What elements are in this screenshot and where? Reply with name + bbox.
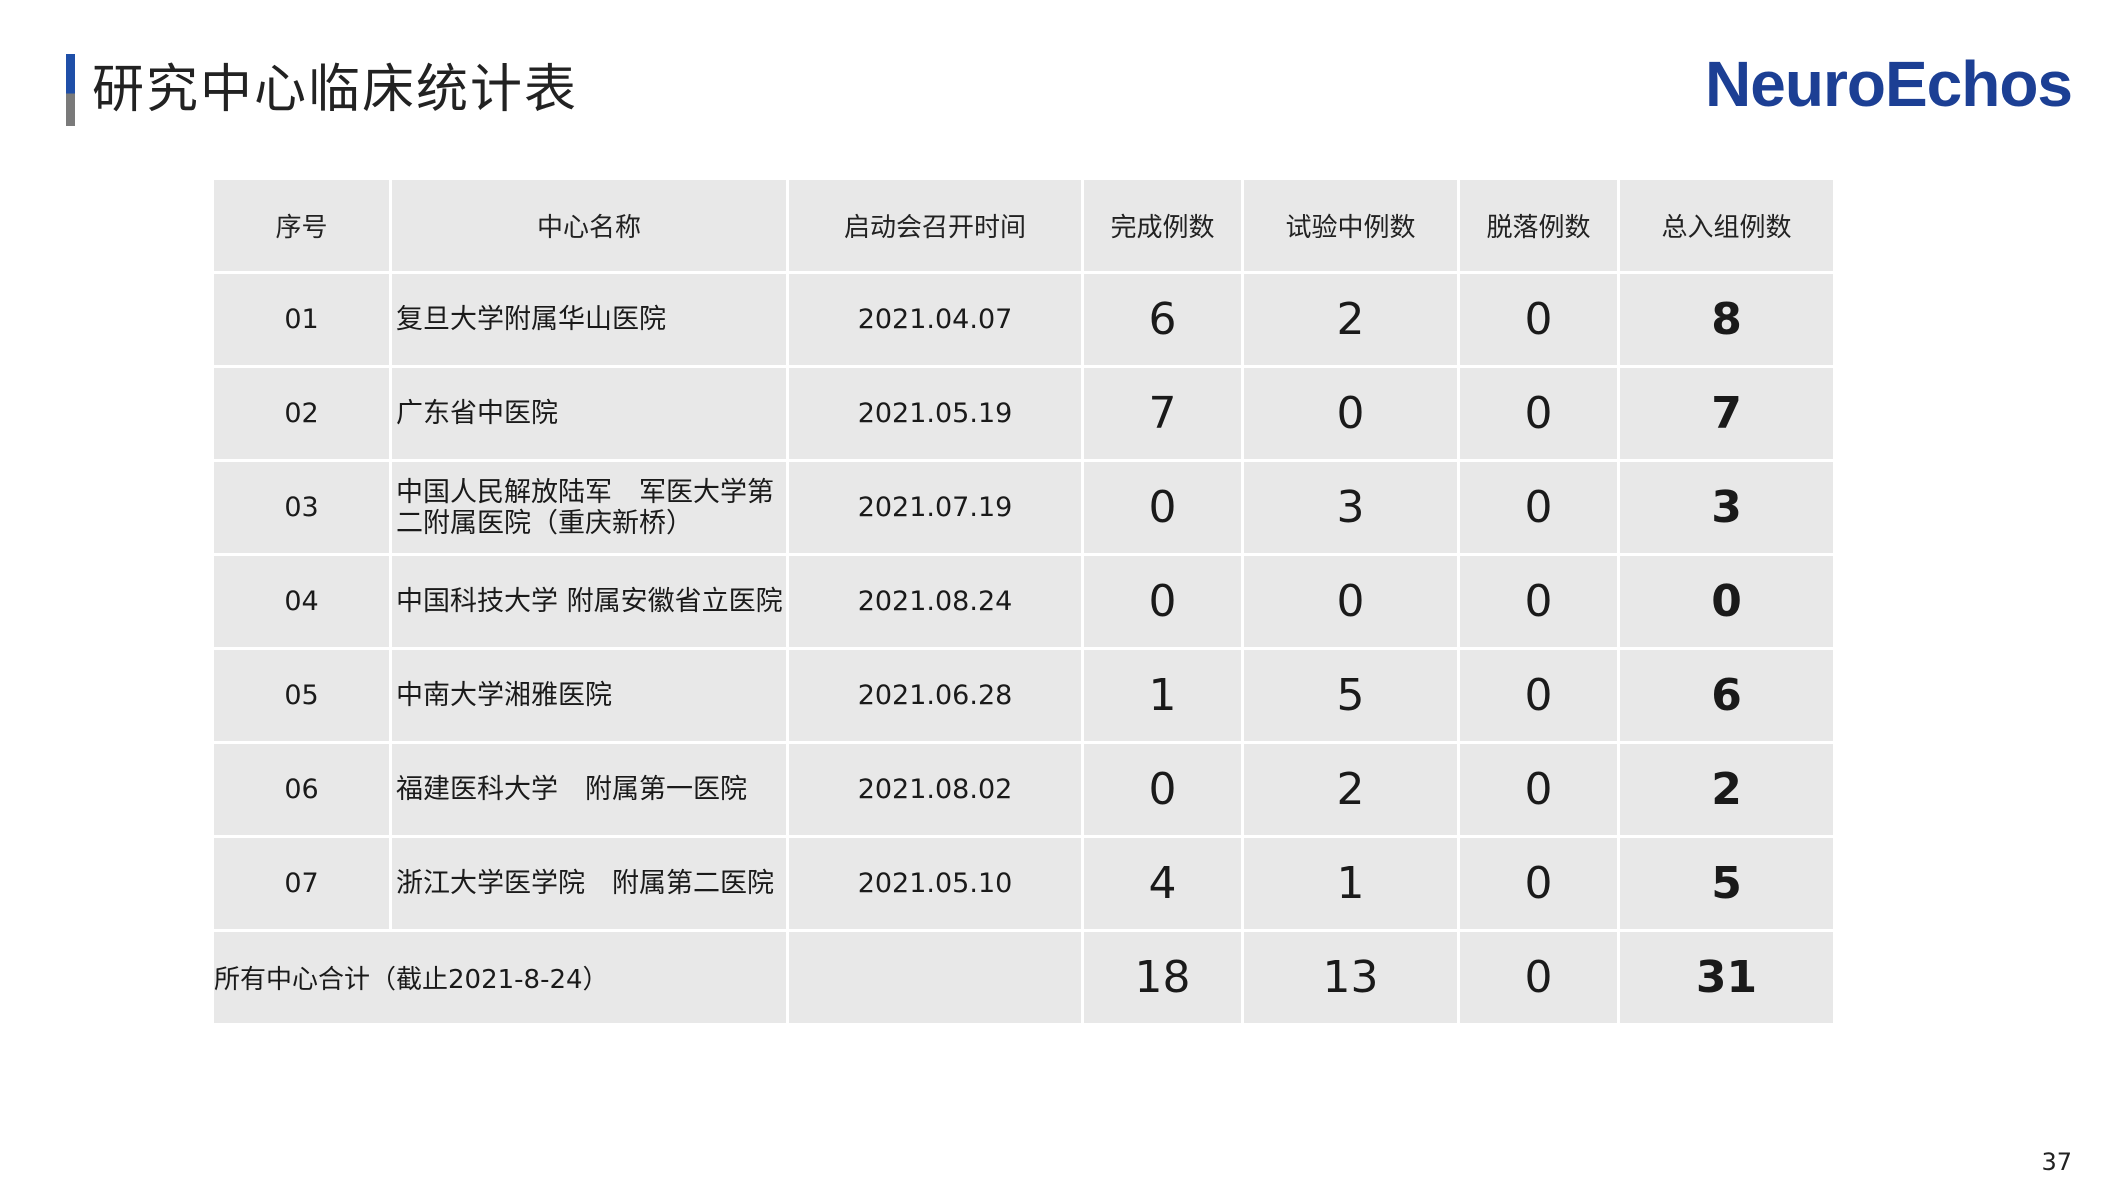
cell-no: 07 [214, 838, 389, 929]
cell-completed: 0 [1084, 744, 1241, 835]
cell-center-name: 福建医科大学 附属第一医院 [392, 744, 786, 835]
cell-completed: 0 [1084, 462, 1241, 553]
cell-total: 6 [1620, 650, 1833, 741]
cell-no: 03 [214, 462, 389, 553]
cell-ongoing: 0 [1244, 556, 1457, 647]
header-total: 总入组例数 [1620, 180, 1833, 271]
summary-date [789, 932, 1081, 1023]
cell-completed: 1 [1084, 650, 1241, 741]
cell-completed: 6 [1084, 274, 1241, 365]
cell-total: 3 [1620, 462, 1833, 553]
cell-no: 01 [214, 274, 389, 365]
summary-row: 所有中心合计（截止2021-8-24） 18 13 0 31 [214, 932, 1833, 1023]
cell-ongoing: 2 [1244, 274, 1457, 365]
header-dropped: 脱落例数 [1460, 180, 1617, 271]
header-completed: 完成例数 [1084, 180, 1241, 271]
page-number: 37 [2041, 1148, 2072, 1176]
header-ongoing: 试验中例数 [1244, 180, 1457, 271]
cell-no: 05 [214, 650, 389, 741]
cell-ongoing: 2 [1244, 744, 1457, 835]
cell-kickoff-date: 2021.04.07 [789, 274, 1081, 365]
table-row: 07 浙江大学医学院 附属第二医院 2021.05.10 4 1 0 5 [214, 838, 1833, 929]
clinical-stats-table: 序号 中心名称 启动会召开时间 完成例数 试验中例数 脱落例数 总入组例数 01… [211, 177, 1836, 1026]
summary-dropped: 0 [1460, 932, 1617, 1023]
summary-completed: 18 [1084, 932, 1241, 1023]
cell-ongoing: 3 [1244, 462, 1457, 553]
table-row: 01 复旦大学附属华山医院 2021.04.07 6 2 0 8 [214, 274, 1833, 365]
summary-total: 31 [1620, 932, 1833, 1023]
cell-kickoff-date: 2021.08.24 [789, 556, 1081, 647]
cell-completed: 0 [1084, 556, 1241, 647]
cell-kickoff-date: 2021.07.19 [789, 462, 1081, 553]
cell-center-name: 中国科技大学 附属安徽省立医院 [392, 556, 786, 647]
cell-dropped: 0 [1460, 838, 1617, 929]
cell-total: 0 [1620, 556, 1833, 647]
cell-kickoff-date: 2021.08.02 [789, 744, 1081, 835]
header-center-name: 中心名称 [392, 180, 786, 271]
cell-dropped: 0 [1460, 744, 1617, 835]
summary-label: 所有中心合计（截止2021-8-24） [214, 932, 786, 1023]
cell-no: 04 [214, 556, 389, 647]
header-no: 序号 [214, 180, 389, 271]
table-row: 03 中国人民解放陆军 军医大学第二附属医院（重庆新桥） 2021.07.19 … [214, 462, 1833, 553]
cell-total: 5 [1620, 838, 1833, 929]
cell-kickoff-date: 2021.05.19 [789, 368, 1081, 459]
table-header-row: 序号 中心名称 启动会召开时间 完成例数 试验中例数 脱落例数 总入组例数 [214, 180, 1833, 271]
cell-total: 7 [1620, 368, 1833, 459]
cell-dropped: 0 [1460, 462, 1617, 553]
cell-ongoing: 0 [1244, 368, 1457, 459]
cell-center-name: 复旦大学附属华山医院 [392, 274, 786, 365]
cell-ongoing: 1 [1244, 838, 1457, 929]
title-accent-bar [66, 54, 75, 126]
cell-dropped: 0 [1460, 556, 1617, 647]
cell-center-name: 浙江大学医学院 附属第二医院 [392, 838, 786, 929]
neuroechos-logo: NeuroEchos [1705, 48, 2073, 120]
cell-completed: 4 [1084, 838, 1241, 929]
table-row: 04 中国科技大学 附属安徽省立医院 2021.08.24 0 0 0 0 [214, 556, 1833, 647]
summary-ongoing: 13 [1244, 932, 1457, 1023]
cell-ongoing: 5 [1244, 650, 1457, 741]
cell-total: 2 [1620, 744, 1833, 835]
cell-total: 8 [1620, 274, 1833, 365]
cell-dropped: 0 [1460, 368, 1617, 459]
table-row: 06 福建医科大学 附属第一医院 2021.08.02 0 2 0 2 [214, 744, 1833, 835]
cell-kickoff-date: 2021.06.28 [789, 650, 1081, 741]
table-row: 05 中南大学湘雅医院 2021.06.28 1 5 0 6 [214, 650, 1833, 741]
cell-center-name: 中国人民解放陆军 军医大学第二附属医院（重庆新桥） [392, 462, 786, 553]
page-title: 研究中心临床统计表 [92, 60, 579, 120]
cell-no: 02 [214, 368, 389, 459]
header-kickoff-date: 启动会召开时间 [789, 180, 1081, 271]
cell-dropped: 0 [1460, 650, 1617, 741]
cell-center-name: 广东省中医院 [392, 368, 786, 459]
cell-completed: 7 [1084, 368, 1241, 459]
cell-center-name: 中南大学湘雅医院 [392, 650, 786, 741]
clinical-stats-table-wrap: 序号 中心名称 启动会召开时间 完成例数 试验中例数 脱落例数 总入组例数 01… [211, 177, 1833, 1026]
cell-dropped: 0 [1460, 274, 1617, 365]
cell-no: 06 [214, 744, 389, 835]
table-row: 02 广东省中医院 2021.05.19 7 0 0 7 [214, 368, 1833, 459]
cell-kickoff-date: 2021.05.10 [789, 838, 1081, 929]
